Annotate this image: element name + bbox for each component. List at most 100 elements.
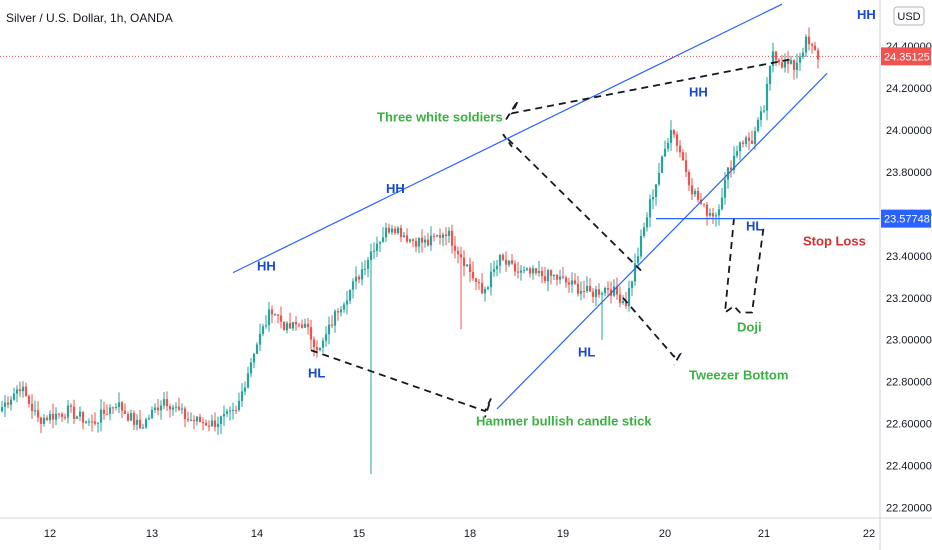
candle-body (513, 263, 517, 272)
candle-body (390, 228, 394, 233)
stop-loss-tag: 23.57748 (881, 209, 931, 228)
candle (141, 423, 145, 430)
candle-body (165, 399, 169, 407)
candle (804, 34, 808, 57)
candle (192, 415, 196, 430)
candle (567, 278, 571, 293)
candle-body (654, 184, 658, 197)
candle (432, 233, 436, 242)
x-tick-label: 12 (44, 528, 56, 540)
candle (117, 392, 121, 414)
annotation-label: HH (257, 259, 276, 274)
candle-body (756, 119, 760, 132)
candle-body (12, 393, 16, 400)
candle-body (681, 152, 685, 161)
candle-body (576, 283, 580, 294)
candle (21, 381, 25, 398)
candle-body (471, 271, 475, 279)
x-tick-label: 22 (863, 528, 875, 540)
candle (747, 132, 751, 151)
candle-body (477, 281, 481, 283)
candle-body (738, 142, 742, 152)
candle-body (339, 309, 343, 313)
candle (675, 131, 679, 153)
annotation-label: Tweezer Bottom (689, 368, 788, 383)
candle (252, 352, 256, 368)
candle (165, 391, 169, 412)
candle (636, 247, 640, 268)
candle-body (612, 286, 616, 296)
candle-body (804, 36, 808, 53)
candle (51, 403, 55, 429)
candle-body (147, 418, 151, 420)
candle-body (21, 386, 25, 392)
candle (177, 397, 181, 411)
candle-body (633, 263, 637, 282)
candle-body (780, 62, 784, 68)
candle-body (540, 270, 544, 277)
candle-body (399, 227, 403, 237)
candle (603, 286, 607, 297)
candle-body (168, 406, 172, 410)
candle-body (60, 413, 64, 417)
dashed-arrow[interactable] (622, 297, 682, 366)
candle (363, 260, 367, 276)
candle-body (411, 239, 415, 241)
dashed-arrow[interactable] (723, 218, 765, 315)
candle (57, 413, 61, 419)
candle-body (213, 420, 217, 427)
candle (597, 283, 601, 298)
candle-body (48, 413, 52, 421)
candle-body (27, 395, 31, 404)
dashed-arrow[interactable] (502, 133, 642, 272)
y-tick-label: 22.60000 (886, 419, 932, 431)
time-axis[interactable]: 12 13 14 15 18 19 20 21 22 (44, 528, 875, 540)
candle (213, 412, 217, 432)
candle (228, 406, 232, 421)
candle-body (384, 227, 388, 238)
candle-body (258, 333, 262, 345)
candle (426, 232, 430, 247)
candle (570, 272, 574, 293)
candle (402, 231, 406, 239)
candle (630, 280, 634, 297)
annotation-label: HH (386, 181, 405, 196)
dashed-arrow[interactable] (505, 57, 795, 121)
candle-body (792, 60, 796, 70)
candle-body (108, 407, 112, 414)
candle (450, 224, 454, 254)
dashed-arrow[interactable] (310, 349, 492, 418)
candle (633, 253, 637, 286)
candle-body (774, 51, 778, 60)
candle (183, 406, 187, 428)
trendline[interactable] (232, 3, 783, 274)
chart-title: Silver / U.S. Dollar, 1h, OANDA (6, 11, 173, 25)
candle-body (114, 407, 118, 409)
candle (645, 212, 649, 232)
candle-body (396, 227, 400, 234)
candle (234, 405, 238, 415)
currency-badge[interactable]: USD (893, 6, 925, 26)
candle-body (486, 287, 490, 289)
annotation-label: Three white soldiers (377, 110, 503, 125)
candle-body (702, 203, 706, 205)
candle-body (312, 339, 316, 348)
candle-body (438, 235, 442, 238)
candle (15, 385, 19, 403)
candle-body (39, 417, 43, 424)
trendline[interactable] (496, 72, 828, 410)
candle-body (36, 410, 40, 418)
candle (756, 117, 760, 133)
candle-body (102, 409, 106, 414)
candle (156, 398, 160, 416)
candle-body (246, 373, 250, 388)
candle-body (720, 197, 724, 210)
candle (204, 419, 208, 426)
candle-body (105, 413, 109, 415)
candle-body (255, 344, 259, 354)
candle (69, 403, 73, 413)
candle (606, 281, 610, 298)
price-axis[interactable]: 24.4000024.2000024.0000023.8000023.60000… (881, 41, 932, 515)
candle (591, 287, 595, 303)
